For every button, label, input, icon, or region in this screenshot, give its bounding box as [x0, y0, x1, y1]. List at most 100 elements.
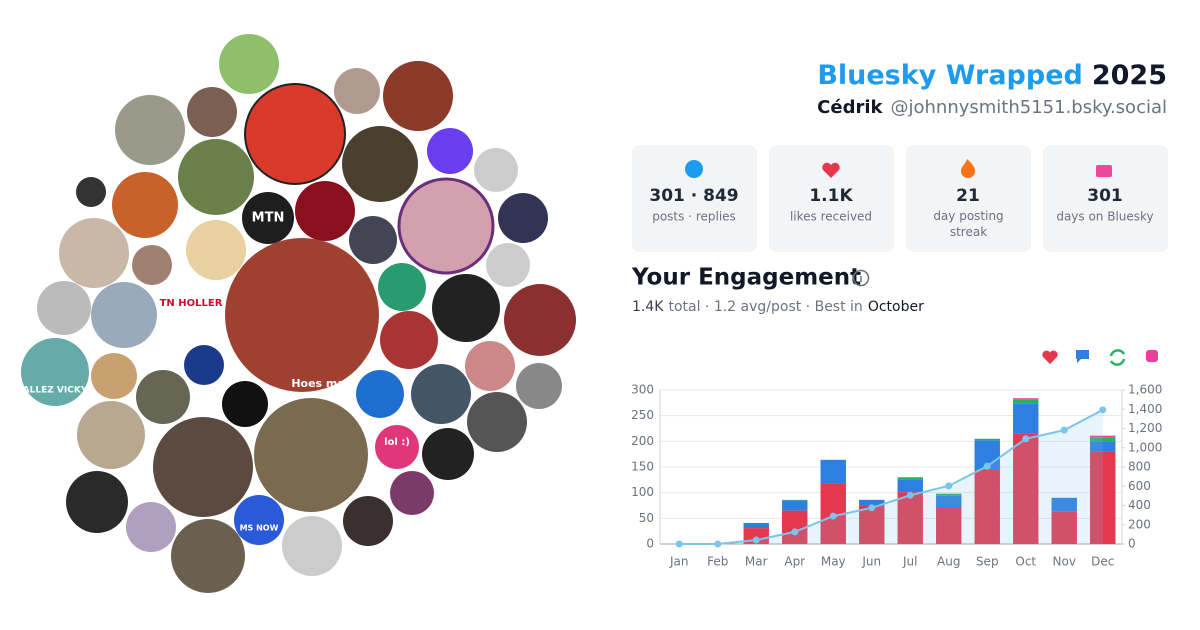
avatar[interactable] [115, 95, 185, 165]
title: Bluesky Wrapped 2025 [817, 60, 1167, 91]
avatar[interactable] [486, 243, 530, 287]
line-point [945, 482, 953, 490]
avatar[interactable] [375, 425, 419, 469]
avatar[interactable] [126, 502, 176, 552]
avatar[interactable] [378, 263, 426, 311]
bar-segment [936, 495, 962, 508]
line-point [752, 536, 760, 544]
avatar[interactable] [112, 172, 178, 238]
bar-segment [782, 510, 808, 544]
bar-segment [936, 493, 962, 496]
avatar[interactable] [383, 61, 453, 131]
x-tick-label: Sep [976, 555, 999, 569]
bar-segment [859, 506, 885, 544]
avatar[interactable] [76, 177, 106, 207]
avatar[interactable] [343, 496, 393, 546]
avatar[interactable] [59, 218, 129, 288]
y-tick-label: 200 [631, 434, 654, 448]
avatar[interactable] [37, 281, 91, 335]
avatar[interactable] [66, 471, 128, 533]
avatar[interactable] [411, 364, 471, 424]
avatar[interactable] [467, 392, 527, 452]
line-point [1060, 426, 1068, 434]
x-tick-label: Nov [1053, 555, 1076, 569]
x-tick-label: Dec [1091, 555, 1114, 569]
avatar[interactable] [184, 345, 224, 385]
avatar[interactable] [136, 370, 190, 424]
avatar[interactable] [516, 363, 562, 409]
avatar[interactable] [91, 282, 157, 348]
stat-label: days on Bluesky [1056, 210, 1153, 224]
line-point [1099, 406, 1107, 414]
avatar[interactable] [254, 398, 368, 512]
avatar[interactable] [77, 401, 145, 469]
bar-segment [1013, 433, 1039, 544]
avatar[interactable] [397, 177, 495, 275]
line [679, 408, 1104, 545]
bar-segment [974, 469, 1000, 544]
legend-icon[interactable] [1076, 350, 1089, 363]
y2-tick-label: 1,600 [1128, 383, 1162, 397]
avatar[interactable] [295, 181, 355, 241]
avatar[interactable] [349, 216, 397, 264]
bar-segment [1013, 399, 1039, 404]
avatar[interactable] [356, 370, 404, 418]
avatar[interactable] [465, 341, 515, 391]
summary-total: 1.4K [632, 299, 664, 315]
bar-segment [1013, 398, 1039, 400]
y2-tick-label: 0 [1128, 537, 1136, 551]
avatar-text: ALLEZ VICKY [23, 386, 88, 396]
avatar-text: lol :) [384, 437, 410, 448]
avatar[interactable] [91, 353, 137, 399]
avatar[interactable] [244, 83, 346, 185]
avatar[interactable] [427, 128, 473, 174]
legend-icon[interactable] [1146, 350, 1158, 362]
avatar[interactable] [432, 274, 500, 342]
avatar[interactable] [219, 34, 279, 94]
avatar[interactable] [234, 495, 284, 545]
user-line: Cédrik @johnnysmith5151.bsky.social [817, 97, 1167, 118]
info-icon[interactable] [852, 269, 870, 287]
avatar[interactable] [390, 471, 434, 515]
x-tick-label: Jul [902, 555, 917, 569]
cake-icon [1096, 165, 1112, 177]
stat-card [906, 145, 1031, 252]
line-point [714, 540, 722, 548]
line-point [1022, 435, 1030, 443]
display-name: Cédrik [817, 97, 883, 118]
y-tick-label: 100 [631, 485, 654, 499]
avatar[interactable] [222, 381, 268, 427]
x-tick-label: May [821, 555, 846, 569]
bar-segment [936, 507, 962, 544]
avatar[interactable] [380, 311, 438, 369]
line-point [675, 540, 683, 548]
avatar[interactable] [153, 417, 253, 517]
bar-segment [974, 438, 1000, 441]
streak-icon [961, 159, 975, 178]
x-tick-label: Jan [669, 555, 689, 569]
legend [1042, 349, 1158, 366]
section-title: Your Engagement [631, 265, 861, 291]
x-tick-label: Mar [745, 555, 768, 569]
avatar[interactable] [342, 126, 418, 202]
avatar[interactable] [334, 68, 380, 114]
avatar-text: MS NOW [240, 524, 279, 533]
avatar[interactable] [21, 338, 89, 406]
avatar[interactable] [132, 245, 172, 285]
avatar[interactable] [171, 519, 245, 593]
legend-icon[interactable] [1109, 349, 1126, 366]
avatar[interactable] [474, 148, 518, 192]
avatar[interactable] [282, 516, 342, 576]
avatar[interactable] [186, 220, 246, 280]
avatar[interactable] [504, 284, 576, 356]
avatar[interactable] [242, 192, 294, 244]
avatar[interactable] [187, 87, 237, 137]
bar-segment [782, 499, 808, 501]
avatar[interactable] [498, 193, 548, 243]
stat-label-box: day posting streak [933, 209, 1003, 239]
avatar[interactable] [422, 428, 474, 480]
avatar[interactable] [178, 139, 254, 215]
legend-icon[interactable] [1042, 350, 1058, 364]
avatar[interactable] [225, 238, 379, 392]
